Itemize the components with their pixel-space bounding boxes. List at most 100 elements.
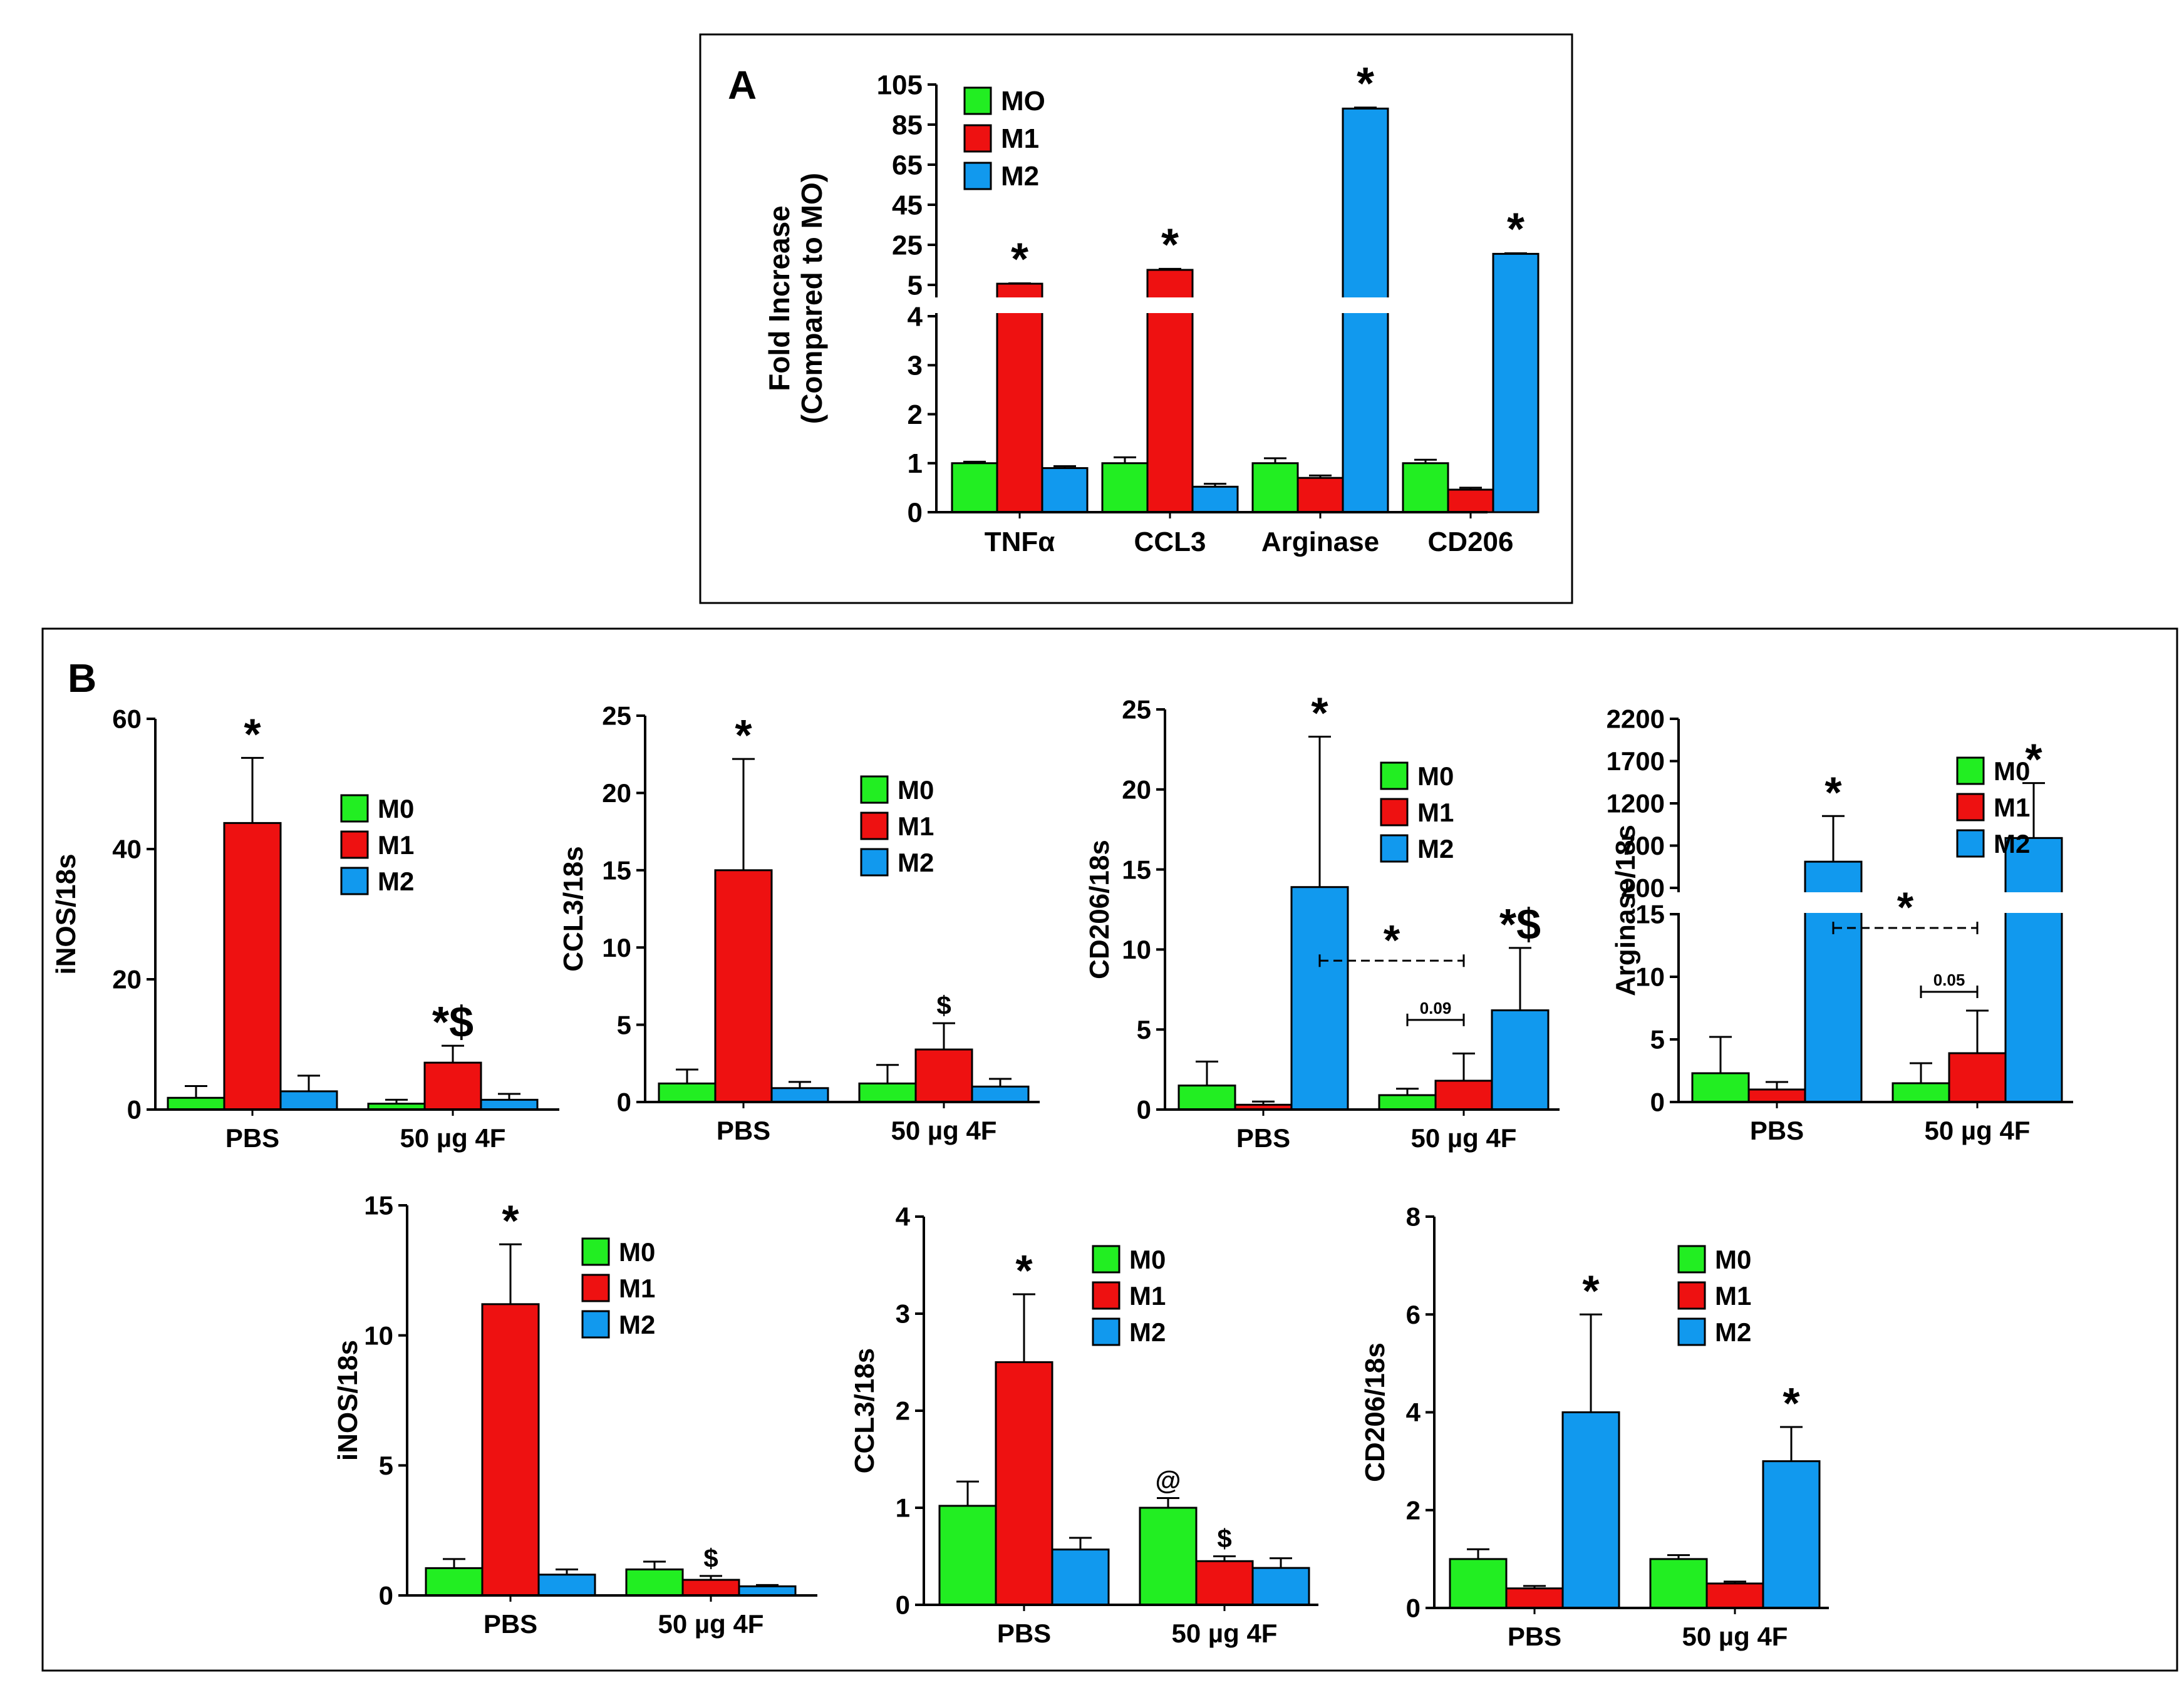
bar-m1-3 — [1447, 488, 1494, 513]
legend-label: M0 — [619, 1237, 655, 1267]
legend-label: M2 — [1994, 829, 2030, 858]
bar-m0-0 — [658, 1082, 717, 1103]
x-tick-label: PBS — [484, 1609, 537, 1639]
bar-m2-1 — [738, 1585, 797, 1597]
significance-marker: $ — [936, 991, 951, 1020]
legend-label: M2 — [378, 867, 414, 896]
bar-m0-1 — [858, 1082, 917, 1103]
x-tick-label: TNFα — [985, 527, 1055, 557]
legend-swatch-m2 — [340, 867, 369, 895]
legend-swatch-m0 — [1677, 1245, 1706, 1274]
legend-swatch-m1 — [1677, 1281, 1706, 1310]
bar-m0-1 — [1649, 1558, 1708, 1609]
bar-mo-1 — [1101, 462, 1149, 513]
y-tick-label: 700 — [1621, 831, 1665, 860]
y-tick-label: 10 — [1635, 962, 1665, 992]
y-tick-label: 25 — [1122, 695, 1151, 724]
x-tick-label: 50 µg 4F — [658, 1609, 764, 1639]
y-axis-label: CD206/18s — [1084, 840, 1115, 979]
x-tick-label: PBS — [1236, 1123, 1290, 1153]
bar-m1-0 — [1505, 1587, 1564, 1609]
bar-m2-0 — [770, 1087, 829, 1103]
legend-label: M2 — [619, 1310, 655, 1339]
significance-marker: * — [1357, 59, 1374, 109]
y-axis-label: iNOS/18s — [333, 1340, 363, 1461]
y-tick-label: 2 — [896, 1396, 910, 1426]
significance-marker: * — [244, 709, 261, 758]
bar-m1-1 — [1948, 1052, 2007, 1103]
legend-label: M1 — [378, 830, 414, 860]
y-axis-label: (Compared to MO) — [795, 173, 828, 424]
bar-m1-2 — [1296, 477, 1344, 513]
legend-label: M2 — [1715, 1317, 1751, 1347]
significance-marker: * — [1582, 1266, 1600, 1315]
y-tick-label: 4 — [1406, 1398, 1421, 1427]
bar-m2-1 — [480, 1098, 539, 1111]
legend-label: M1 — [1129, 1281, 1166, 1311]
bar-m1-0 — [714, 869, 773, 1103]
legend-label: M1 — [1715, 1281, 1751, 1311]
y-tick-label: 85 — [892, 110, 923, 140]
legend-swatch-m0 — [1956, 756, 1985, 785]
y-tick-label: 0 — [379, 1581, 393, 1610]
legend-swatch-m2 — [1380, 834, 1409, 863]
legend-label: M2 — [1001, 161, 1039, 192]
y-tick-label: 1200 — [1607, 789, 1665, 818]
legend-swatch-m2 — [1677, 1317, 1706, 1346]
bar-m0-0 — [1691, 1072, 1750, 1103]
x-tick-label: PBS — [1508, 1622, 1561, 1651]
legend-label: M0 — [1994, 756, 2030, 786]
significance-marker: * — [1015, 1246, 1033, 1295]
bar-m1-0 — [1747, 1088, 1806, 1103]
significance-marker: * — [1011, 234, 1028, 284]
legend-swatch-m1 — [1380, 798, 1409, 827]
y-tick-label: 20 — [1122, 775, 1151, 805]
bar-m2-1 — [971, 1085, 1030, 1103]
legend-label: M0 — [1129, 1245, 1166, 1274]
y-tick-label: 4 — [908, 301, 923, 332]
legend-label: M1 — [1994, 793, 2030, 822]
y-tick-label: 105 — [877, 70, 923, 100]
significance-marker: * — [1161, 220, 1179, 270]
y-axis-label: CCL3/18s — [849, 1348, 880, 1474]
x-tick-label: PBS — [997, 1619, 1051, 1648]
y-tick-label: 15 — [602, 856, 631, 885]
legend-label: M2 — [1417, 834, 1454, 863]
bar-m1-0 — [995, 1361, 1053, 1606]
y-tick-label: 200 — [1621, 873, 1665, 903]
legend-label: M0 — [898, 775, 934, 805]
y-tick-label: 5 — [1137, 1015, 1151, 1044]
comparison-label: 0.05 — [1933, 971, 1965, 989]
chart-b5: 0 5 10 15 PBS 50 µg 4F iNOS/18s M0 M1 M2 * $ — [333, 1191, 817, 1639]
y-tick-label: 0 — [1650, 1088, 1665, 1117]
significance-marker: * — [735, 711, 752, 760]
bar-m1-1 — [423, 1061, 482, 1111]
y-axis-label: iNOS/18s — [51, 853, 81, 974]
comparison-label: 0.09 — [1420, 999, 1452, 1017]
y-tick-label: 0 — [127, 1095, 142, 1125]
x-tick-label: 50 µg 4F — [891, 1116, 997, 1145]
legend-label: M1 — [1417, 798, 1454, 827]
legend-swatch-m1 — [340, 830, 369, 859]
bar-m0-0 — [938, 1505, 997, 1606]
bar-m2-1 — [1251, 1567, 1310, 1606]
y-tick-label: 2 — [1406, 1495, 1421, 1525]
bar-m2-1 — [1762, 1460, 1821, 1609]
legend-label: M0 — [1715, 1245, 1751, 1274]
x-tick-label: 50 µg 4F — [1172, 1619, 1278, 1648]
comparison-label: * — [1384, 916, 1400, 964]
legend-swatch-m1 — [860, 811, 889, 840]
panel-b-label: B — [68, 656, 96, 701]
bar-mo-2 — [1251, 462, 1299, 513]
y-tick-label: 60 — [112, 704, 142, 734]
significance-marker: *$ — [432, 997, 474, 1046]
axis-break — [933, 297, 1490, 313]
bar-m0-1 — [625, 1568, 684, 1597]
panel-b-frame — [41, 627, 2178, 1672]
x-tick-label: PBS — [717, 1116, 770, 1145]
x-tick-label: 50 µg 4F — [1411, 1123, 1517, 1153]
